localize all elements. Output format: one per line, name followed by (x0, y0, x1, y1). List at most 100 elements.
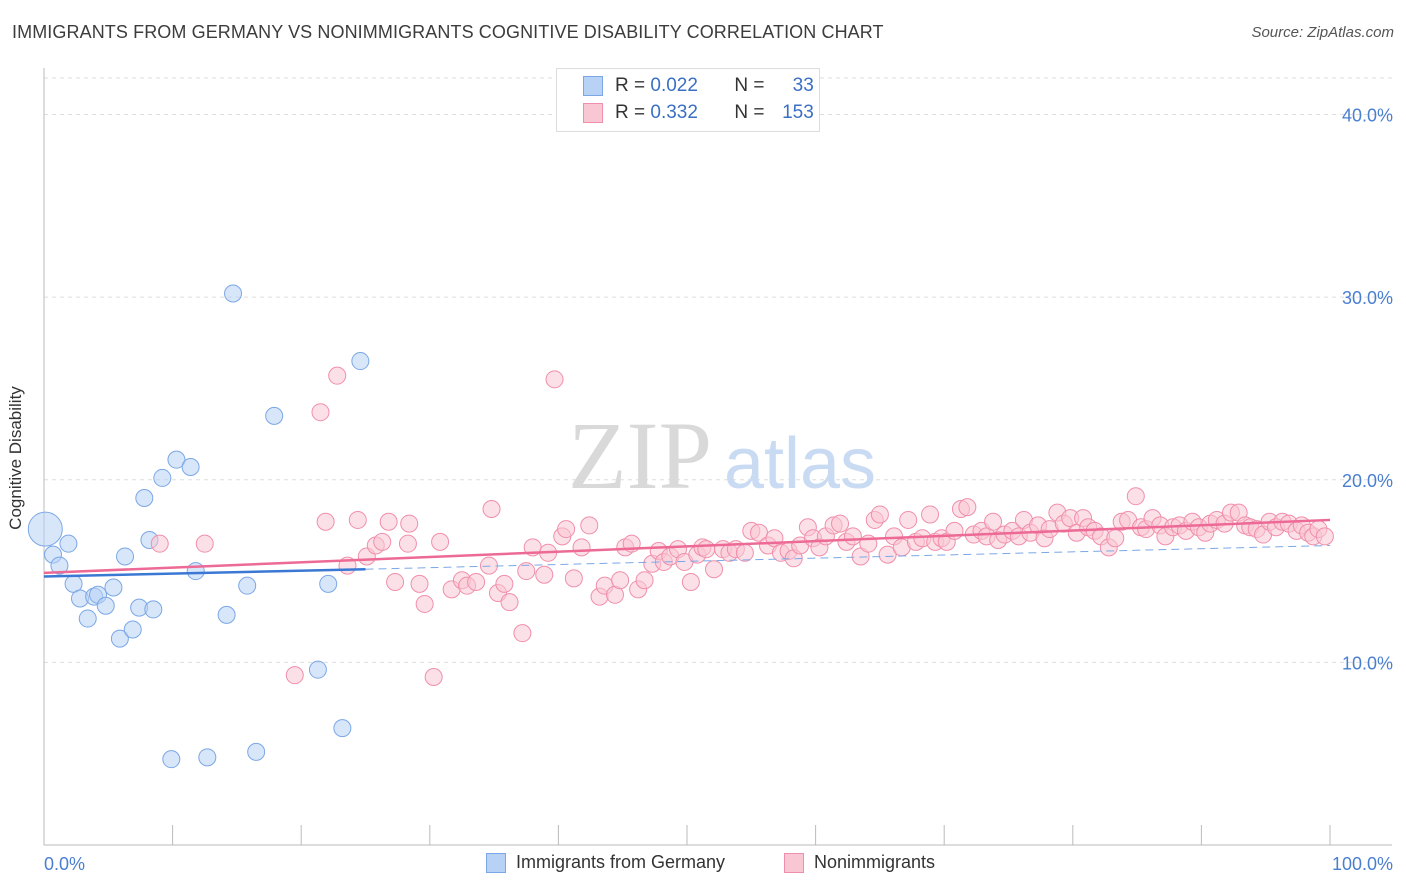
point-immigrants (247, 742, 266, 761)
point-immigrants (308, 660, 327, 679)
point-nonimmigrants (400, 514, 419, 533)
point-immigrants (123, 620, 142, 639)
legend-row-nonimmigrants: R = 0.332 N = 153 (583, 100, 814, 126)
y-tick-label: 30.0% (1342, 288, 1393, 308)
point-nonimmigrants (705, 560, 724, 579)
point-nonimmigrants (195, 534, 214, 553)
point-nonimmigrants (316, 512, 335, 531)
point-nonimmigrants (697, 540, 716, 559)
point-immigrants (224, 284, 243, 303)
legend-row-immigrants: R = 0.022 N = 33 (583, 73, 814, 99)
point-immigrants (110, 629, 129, 648)
point-immigrants (116, 547, 135, 566)
point-immigrants (153, 468, 172, 487)
point-nonimmigrants (870, 505, 889, 524)
bottom-legend-nonimmigrants: Nonimmigrants (784, 852, 935, 873)
point-nonimmigrants (878, 545, 897, 564)
point-nonimmigrants (328, 366, 347, 385)
legend-n-value: 33 (792, 75, 814, 96)
point-nonimmigrants (479, 556, 498, 575)
point-nonimmigrants (611, 571, 630, 590)
point-nonimmigrants (386, 573, 405, 592)
point-nonimmigrants (635, 571, 654, 590)
y-tick-label: 20.0% (1342, 471, 1393, 491)
legend-swatch-nonimmigrants (583, 103, 603, 123)
legend-r-label: R = (615, 75, 646, 96)
point-immigrants (50, 556, 69, 575)
point-nonimmigrants (482, 499, 501, 518)
point-nonimmigrants (379, 512, 398, 531)
x-tick-label: 100.0% (1332, 854, 1393, 874)
trend-line-immigrants (43, 567, 366, 578)
point-nonimmigrants (1106, 529, 1125, 548)
point-immigrants (135, 489, 154, 508)
bottom-legend-swatch-nonimmigrants (784, 852, 804, 873)
y-tick-label: 10.0% (1342, 653, 1393, 673)
legend-n-label: N = (734, 75, 765, 96)
point-nonimmigrants (495, 574, 514, 593)
point-nonimmigrants (557, 520, 576, 539)
point-immigrants (333, 719, 352, 738)
trend-line-nonimmigrants (43, 518, 1331, 575)
point-immigrants (162, 750, 181, 769)
legend-r-value: 0.022 (650, 75, 698, 96)
bottom-legend-swatch-immigrants (486, 852, 506, 873)
point-nonimmigrants (467, 573, 486, 592)
point-nonimmigrants (1315, 527, 1334, 546)
point-nonimmigrants (410, 574, 429, 593)
tick-labels: 10.0% 20.0% 30.0% 40.0% 0.0% 100.0% (44, 106, 1393, 874)
point-nonimmigrants (984, 512, 1003, 531)
point-nonimmigrants (285, 666, 304, 685)
y-tick-label: 40.0% (1342, 106, 1393, 126)
point-nonimmigrants (513, 624, 532, 643)
point-immigrants (351, 352, 370, 371)
point-immigrants (167, 450, 186, 469)
point-nonimmigrants (958, 498, 977, 517)
point-nonimmigrants (545, 370, 564, 389)
point-nonimmigrants (517, 562, 536, 581)
point-nonimmigrants (681, 573, 700, 592)
point-immigrants (198, 748, 217, 767)
point-nonimmigrants (415, 594, 434, 613)
point-nonimmigrants (373, 532, 392, 551)
point-nonimmigrants (535, 565, 554, 584)
bottom-legend-label-nonimmigrants: Nonimmigrants (814, 852, 936, 872)
point-immigrants (265, 406, 284, 425)
trend-lines (43, 518, 1331, 578)
source-credit: Source: ZipAtlas.com (1251, 24, 1394, 41)
point-nonimmigrants (564, 569, 583, 588)
point-nonimmigrants (1126, 487, 1145, 506)
point-nonimmigrants (735, 543, 754, 562)
point-immigrants (96, 596, 115, 615)
legend-swatch-immigrants (583, 76, 603, 96)
bottom-legend-immigrants: Immigrants from Germany (486, 852, 725, 873)
watermark-zip: ZIP (568, 402, 712, 509)
point-nonimmigrants (500, 593, 519, 612)
point-nonimmigrants (580, 516, 599, 535)
point-immigrants (27, 511, 63, 547)
axes (43, 68, 1392, 846)
point-nonimmigrants (831, 514, 850, 533)
watermark: ZIP atlas (568, 402, 876, 509)
series-immigrants-from-germany (27, 284, 370, 769)
point-immigrants (319, 574, 338, 593)
legend-r-label: R = (615, 102, 646, 123)
chart-title: IMMIGRANTS FROM GERMANY VS NONIMMIGRANTS… (12, 22, 884, 42)
watermark-atlas: atlas (724, 424, 876, 504)
legend-n-label: N = (734, 102, 765, 123)
point-immigrants (144, 600, 163, 619)
point-immigrants (217, 605, 236, 624)
point-nonimmigrants (311, 403, 330, 422)
bottom-legend-label-immigrants: Immigrants from Germany (516, 852, 726, 872)
point-nonimmigrants (398, 534, 417, 553)
point-nonimmigrants (572, 538, 591, 557)
point-nonimmigrants (843, 527, 862, 546)
point-nonimmigrants (899, 510, 918, 529)
point-nonimmigrants (424, 667, 443, 686)
point-immigrants (238, 576, 257, 595)
point-nonimmigrants (150, 534, 169, 553)
point-immigrants (181, 457, 200, 476)
trend-line-immigrants-extension (365, 545, 1331, 570)
point-nonimmigrants (921, 505, 940, 524)
